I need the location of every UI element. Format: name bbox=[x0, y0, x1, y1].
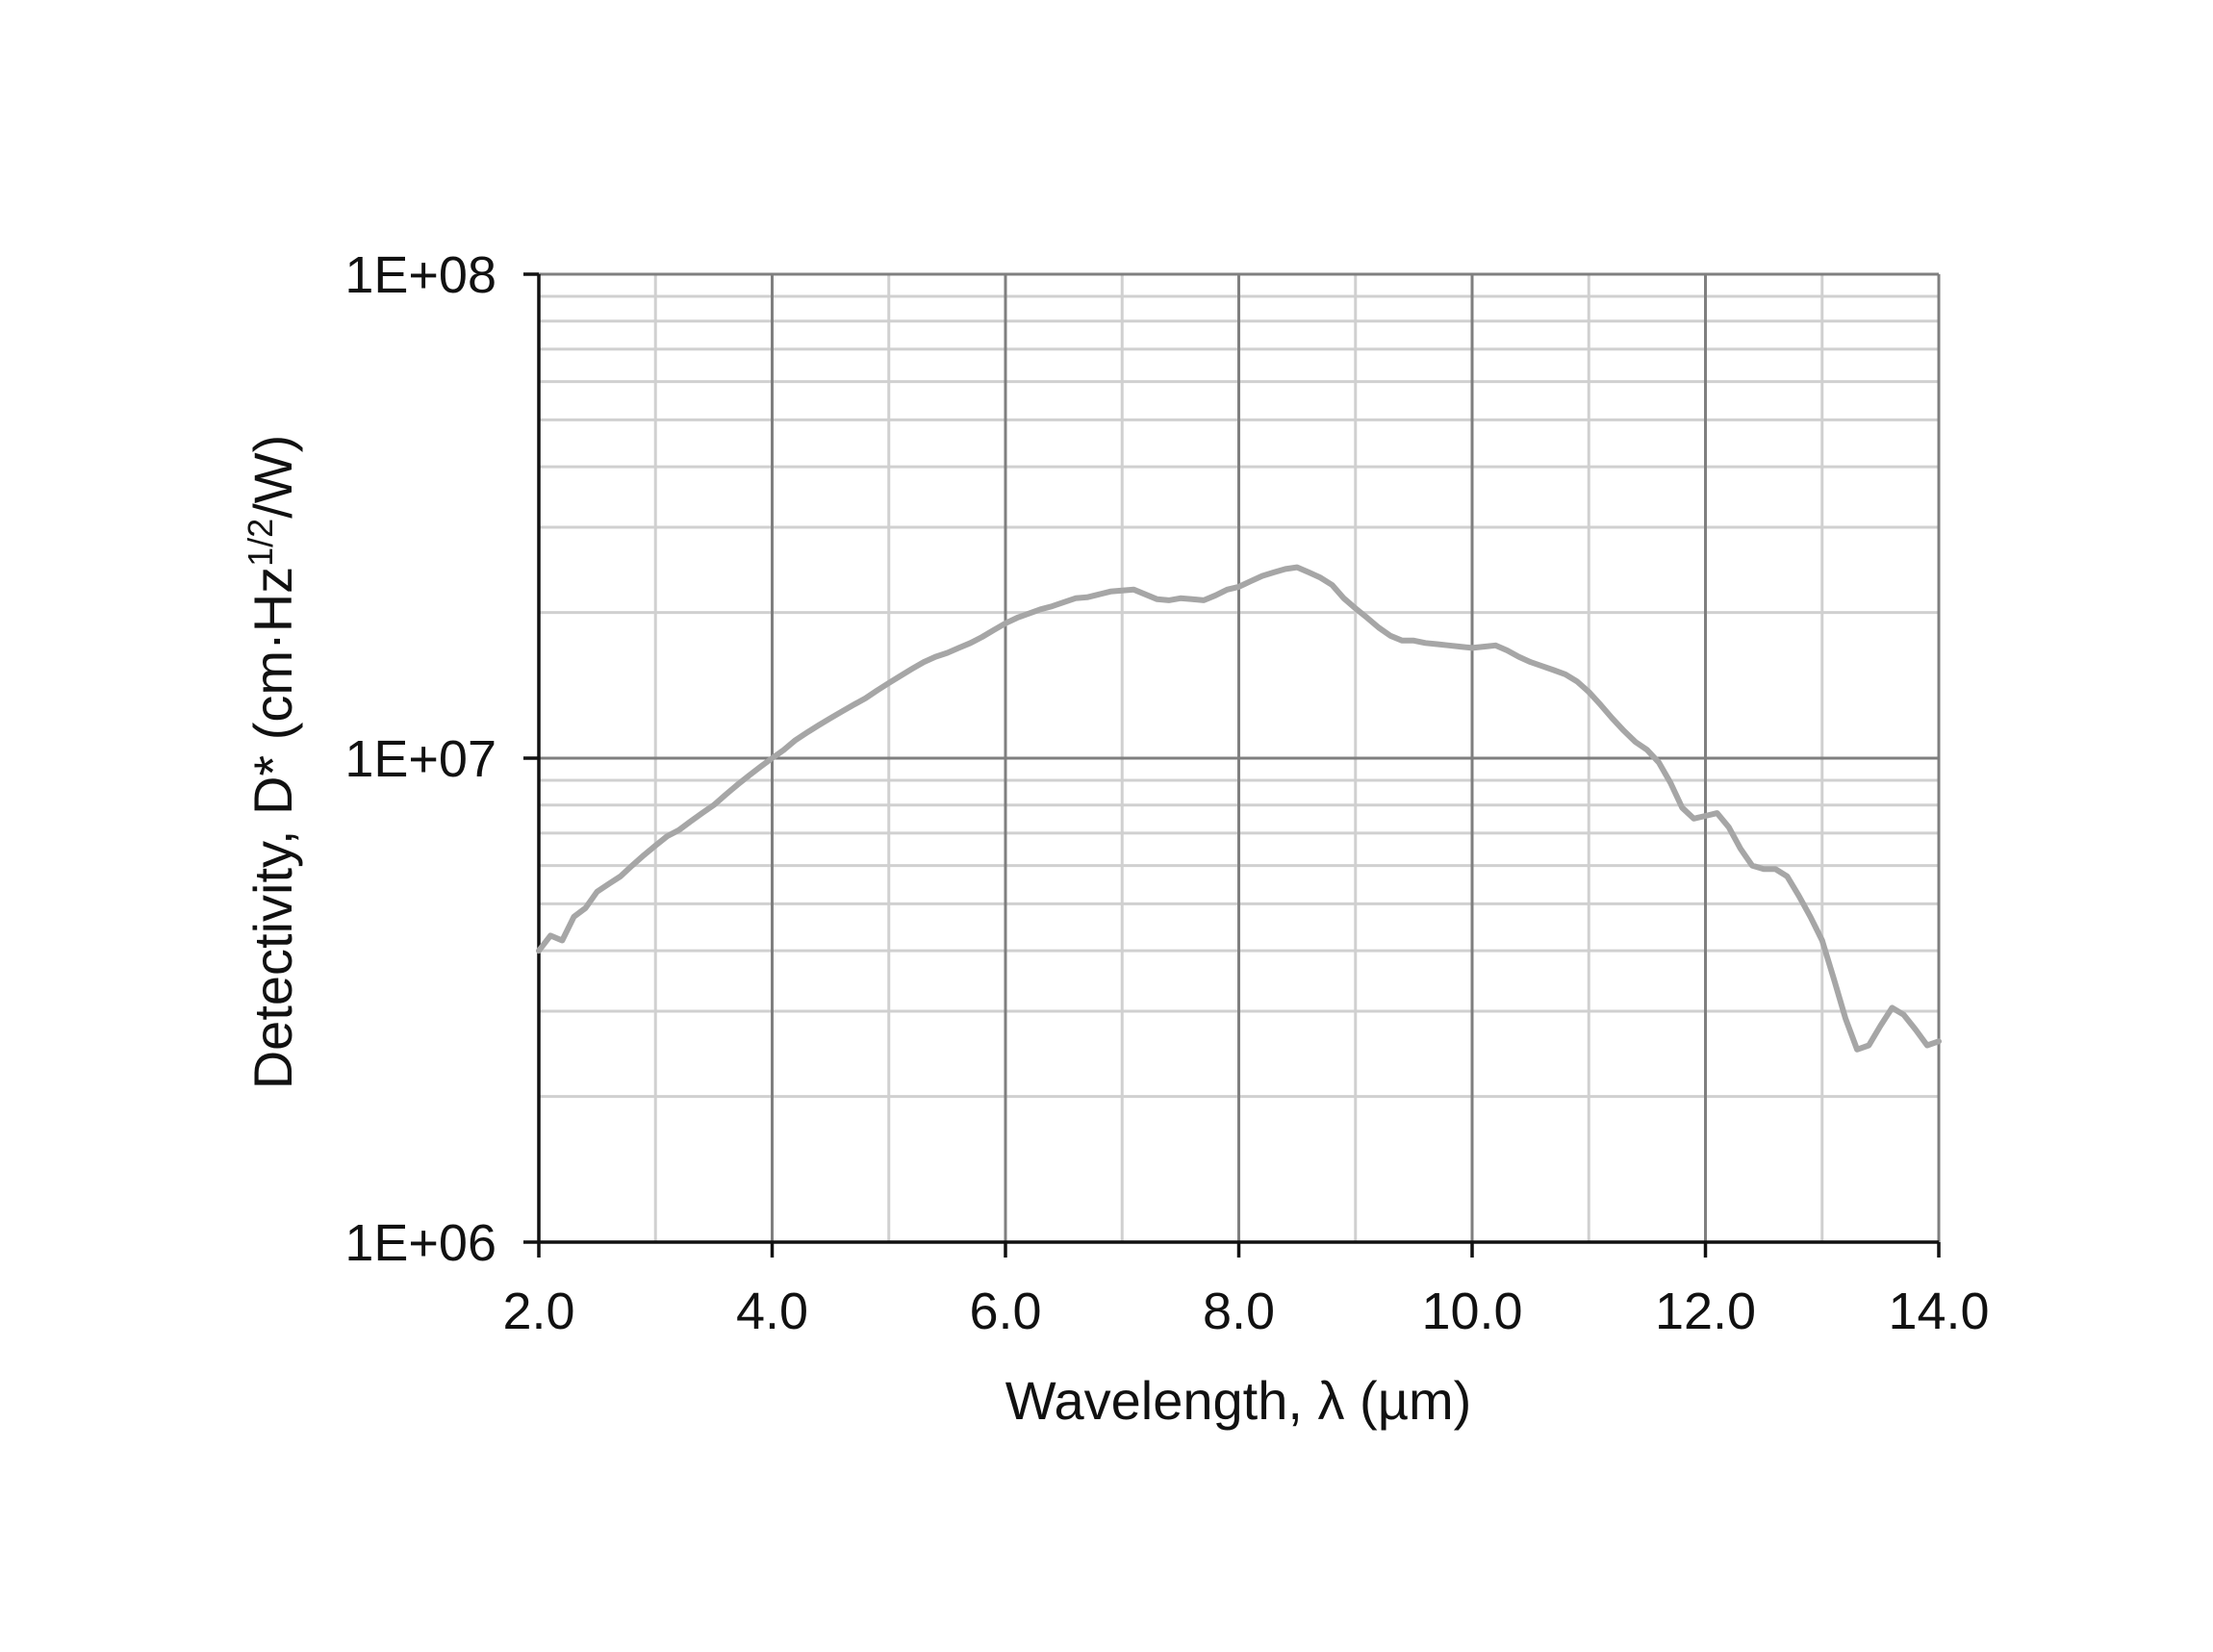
series-line-1 bbox=[536, 564, 1942, 1053]
major-gridlines bbox=[539, 272, 1941, 1242]
x-tick-label: 14.0 bbox=[1888, 1283, 1989, 1340]
x-tick-label: 8.0 bbox=[1203, 1283, 1275, 1340]
x-tick-label: 2.0 bbox=[502, 1283, 574, 1340]
series-group bbox=[536, 564, 1942, 1053]
y-axis-label-sup: 1/2 bbox=[241, 519, 280, 567]
axes bbox=[523, 272, 1941, 1258]
x-tick-label: 10.0 bbox=[1421, 1283, 1522, 1340]
x-tick-label: 6.0 bbox=[969, 1283, 1041, 1340]
x-tick-label: 4.0 bbox=[736, 1283, 808, 1340]
x-tick-labels: 2.0 4.0 6.0 8.0 10.0 12.0 14.0 bbox=[502, 1283, 1989, 1340]
y-axis-label-main: Detectivity, D* (cm·Hz bbox=[242, 567, 303, 1089]
y-axis-label: Detectivity, D* (cm·Hz1/2/W) bbox=[241, 435, 304, 1090]
y-axis-label-tail: /W) bbox=[242, 435, 303, 519]
y-tick-label: 1E+06 bbox=[344, 1214, 496, 1272]
x-tick-label: 12.0 bbox=[1655, 1283, 1756, 1340]
x-axis-label: Wavelength, λ (µm) bbox=[1005, 1370, 1472, 1431]
y-tick-label: 1E+08 bbox=[344, 246, 496, 304]
y-tick-label: 1E+07 bbox=[344, 730, 496, 788]
y-tick-labels: 1E+06 1E+07 1E+08 bbox=[344, 246, 496, 1272]
